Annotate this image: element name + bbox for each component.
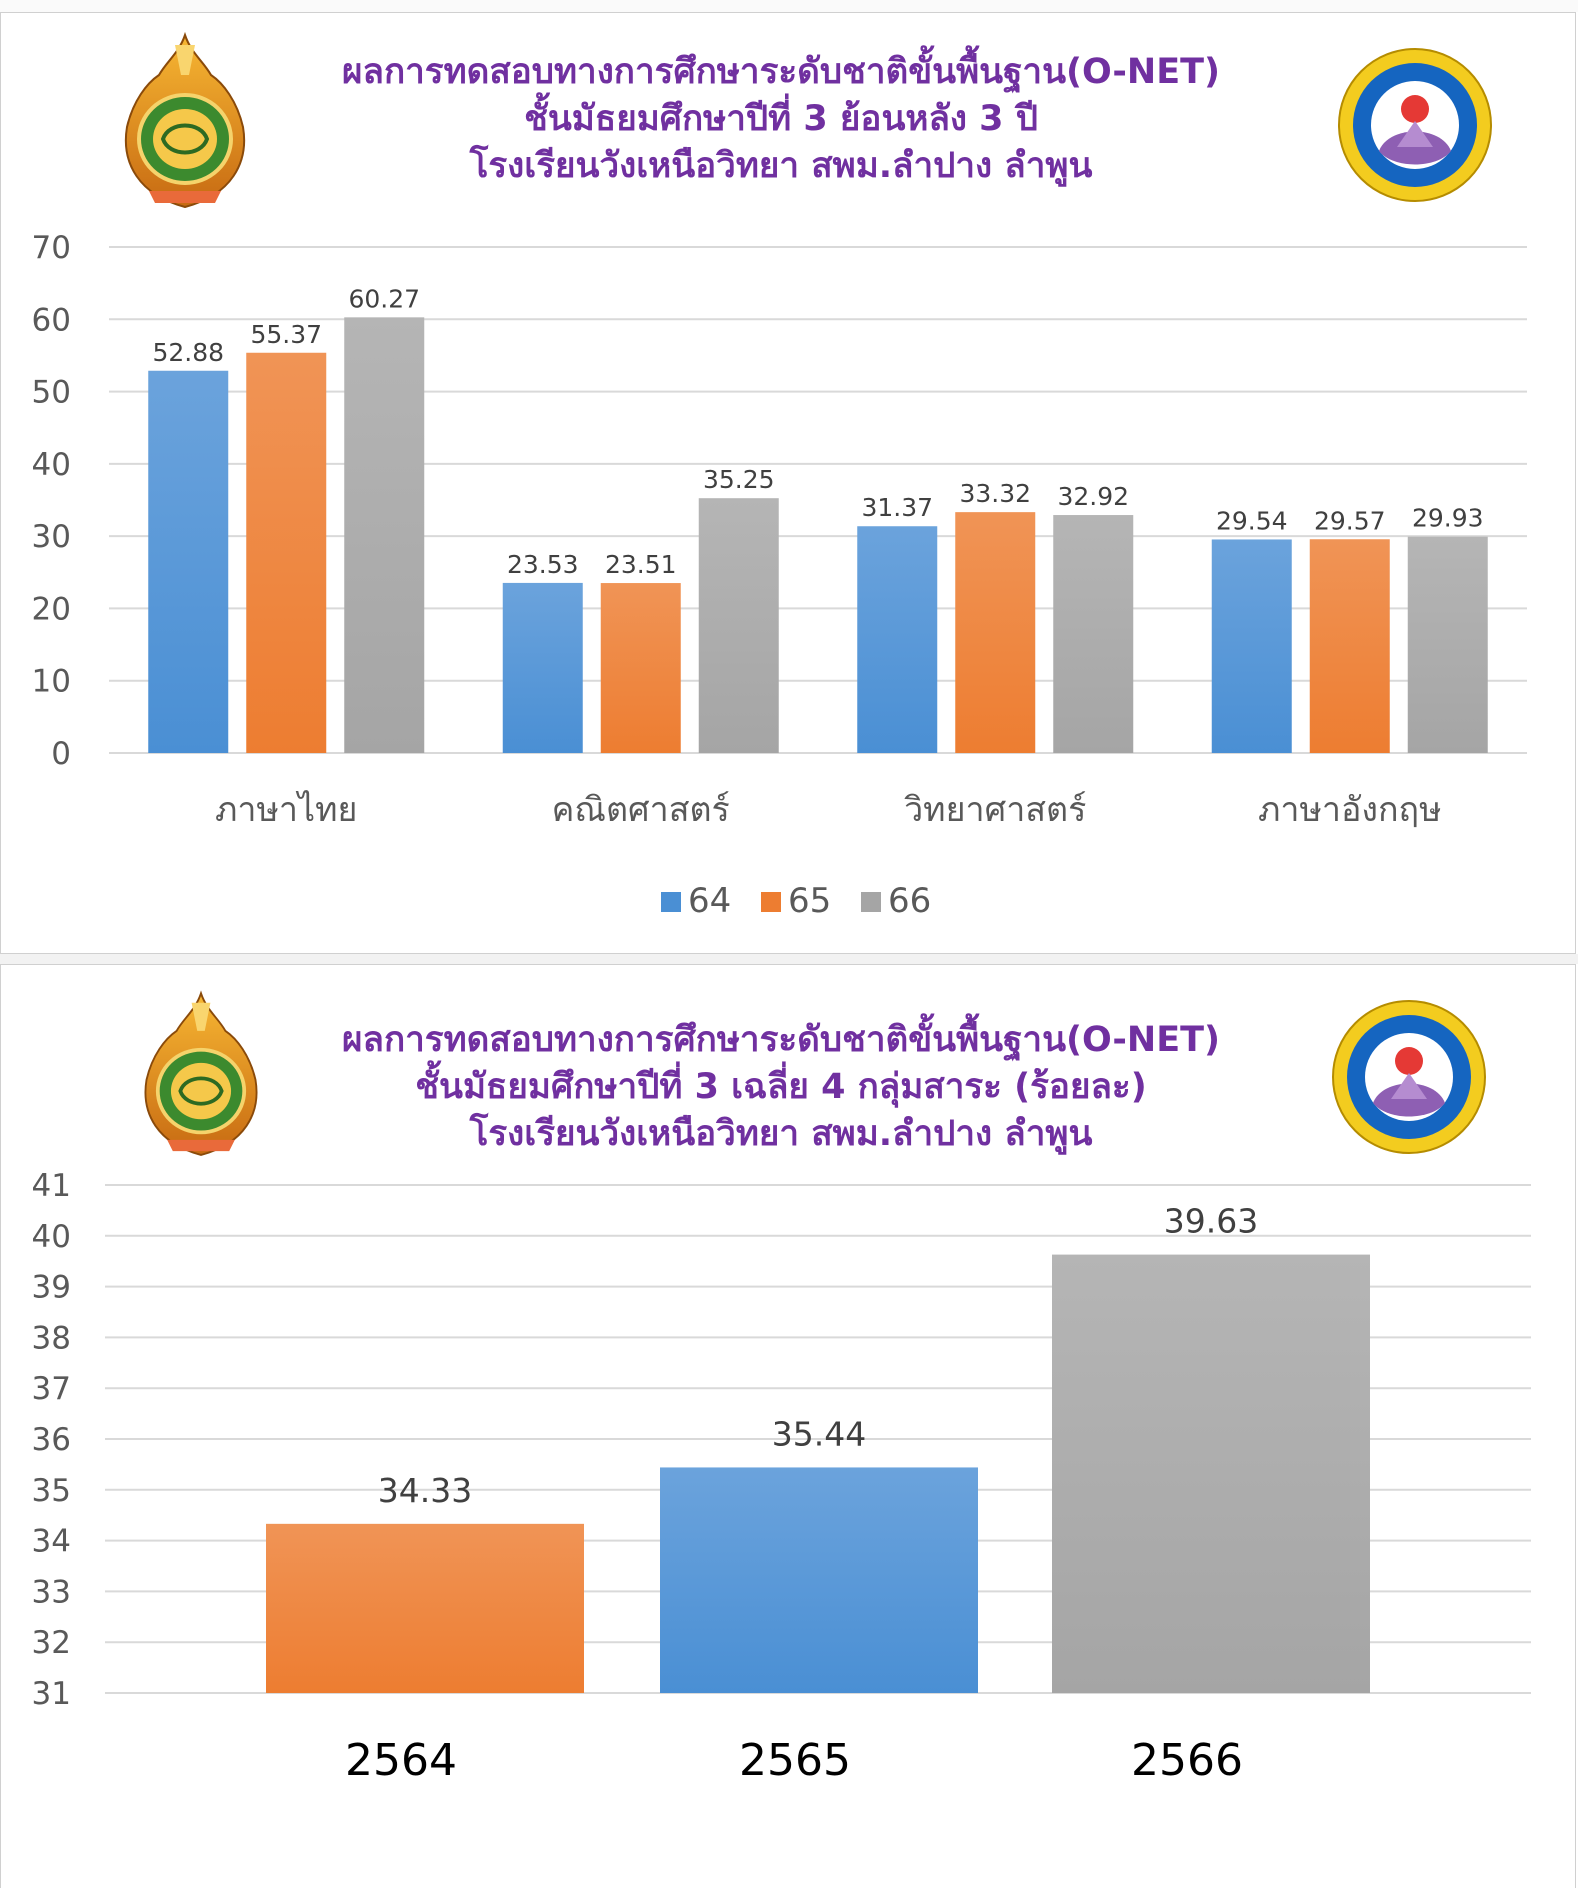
bar — [266, 1523, 584, 1693]
y-tick-label: 31 — [32, 1676, 71, 1712]
bar — [1052, 1254, 1370, 1693]
data-label: 33.32 — [959, 479, 1031, 508]
data-label: 29.54 — [1216, 506, 1288, 535]
ministry-emblem-logo — [119, 31, 251, 211]
legend-label: 66 — [888, 881, 931, 921]
data-label: 29.57 — [1314, 506, 1386, 535]
legend-label: 64 — [688, 881, 731, 921]
data-label: 32.92 — [1057, 482, 1129, 511]
bar — [246, 352, 327, 753]
chart-1-title-line-3: โรงเรียนวังเหนือวิทยา สพม.ลำปาง ลำพูน — [469, 146, 1093, 186]
x-tick-label: 2564 — [345, 1735, 457, 1786]
chart-2-x-axis: 2564 2565 2566 — [345, 1735, 1243, 1786]
data-label: 29.93 — [1412, 504, 1484, 533]
chart-panel-2: ผลการทดสอบทางการศึกษาระดับชาติขั้นพื้นฐา… — [0, 964, 1576, 1888]
x-tick-label: 2565 — [739, 1735, 851, 1786]
bar — [857, 526, 938, 753]
y-tick-label: 33 — [32, 1574, 71, 1610]
bar — [344, 317, 425, 753]
data-label: 23.53 — [507, 550, 579, 579]
chart-1-title-line-2: ชั้นมัธยมศึกษาปีที่ 3 ย้อนหลัง 3 ปี — [524, 99, 1038, 139]
bar — [502, 582, 583, 753]
chart-2-title-line-3: โรงเรียนวังเหนือวิทยา สพม.ลำปาง ลำพูน — [469, 1114, 1093, 1154]
chart-2-y-axis: 31 32 33 34 35 36 37 38 39 40 41 — [32, 1168, 71, 1712]
bar — [955, 512, 1036, 753]
school-seal-logo — [1337, 47, 1493, 203]
legend-label: 65 — [788, 881, 831, 921]
panel-separator — [0, 954, 1578, 964]
chart-1-title: ผลการทดสอบทางการศึกษาระดับชาติขั้นพื้นฐา… — [261, 49, 1301, 190]
bar — [1407, 536, 1488, 753]
bar — [1309, 539, 1390, 753]
x-tick-label: วิทยาศาสตร์ — [904, 790, 1086, 830]
legend-swatch — [761, 892, 781, 912]
data-label: 35.44 — [772, 1414, 866, 1453]
x-tick-label: 2566 — [1131, 1735, 1243, 1786]
data-label: 31.37 — [861, 493, 933, 522]
x-tick-label: คณิตศาสตร์ — [552, 790, 730, 830]
chart-panel-1: ผลการทดสอบทางการศึกษาระดับชาติขั้นพื้นฐา… — [0, 12, 1576, 954]
chart-1: 0 10 20 30 40 50 60 70 52.88 23.53 31.37 29.54 55.3… — [32, 230, 1527, 921]
y-tick-label: 38 — [32, 1320, 71, 1356]
ministry-emblem-logo-2 — [139, 990, 263, 1161]
chart-1-x-axis: ภาษาไทย คณิตศาสตร์ วิทยาศาสตร์ ภาษาอังกฤษ — [215, 790, 1442, 830]
y-tick-label: 40 — [32, 447, 71, 483]
y-tick-label: 35 — [32, 1473, 71, 1509]
chart-1-bars — [148, 317, 1488, 753]
data-label: 52.88 — [152, 338, 224, 367]
chart-2-title: ผลการทดสอบทางการศึกษาระดับชาติขั้นพื้นฐา… — [261, 1017, 1301, 1158]
chart-1-legend: 64 65 66 — [661, 881, 931, 921]
chart-2-title-line-2: ชั้นมัธยมศึกษาปีที่ 3 เฉลี่ย 4 กลุ่มสาระ… — [415, 1067, 1147, 1107]
y-tick-label: 30 — [32, 519, 71, 555]
data-label: 34.33 — [378, 1471, 472, 1510]
y-tick-label: 32 — [32, 1625, 71, 1661]
y-tick-label: 10 — [32, 664, 71, 700]
chart-1-y-axis: 0 10 20 30 40 50 60 70 — [32, 230, 71, 772]
bar — [600, 583, 681, 753]
school-seal-logo-2 — [1331, 999, 1487, 1155]
bar — [1211, 539, 1292, 753]
data-label: 23.51 — [605, 550, 677, 579]
y-tick-label: 40 — [32, 1219, 71, 1255]
chart-2-title-line-1: ผลการทดสอบทางการศึกษาระดับชาติขั้นพื้นฐา… — [341, 1020, 1220, 1060]
bar — [698, 498, 779, 753]
chart-1-title-line-1: ผลการทดสอบทางการศึกษาระดับชาติขั้นพื้นฐา… — [341, 52, 1220, 92]
x-tick-label: ภาษาไทย — [215, 790, 357, 830]
y-tick-label: 39 — [32, 1270, 71, 1306]
data-label: 39.63 — [1164, 1202, 1258, 1241]
chart-1-data-labels: 52.88 23.53 31.37 29.54 55.37 23.51 33.32 29.57… — [152, 284, 1483, 579]
y-tick-label: 0 — [51, 736, 71, 772]
chart-2: 31 32 33 34 35 36 37 38 39 40 41 34.33 35.44 39.63 2… — [32, 1168, 1531, 1786]
chart-2-bars — [266, 1254, 1370, 1693]
data-label: 60.27 — [348, 284, 420, 313]
chart-2-data-labels: 34.33 35.44 39.63 — [378, 1202, 1258, 1510]
y-tick-label: 20 — [32, 591, 71, 627]
y-tick-label: 36 — [32, 1422, 71, 1458]
y-tick-label: 60 — [32, 302, 71, 338]
y-tick-label: 41 — [32, 1168, 71, 1204]
bar — [148, 370, 229, 753]
legend-swatch — [661, 892, 681, 912]
y-tick-label: 70 — [32, 230, 71, 266]
bar — [1053, 515, 1134, 753]
y-tick-label: 37 — [32, 1371, 71, 1407]
legend-swatch — [861, 892, 881, 912]
y-tick-label: 34 — [32, 1524, 71, 1560]
data-label: 55.37 — [250, 320, 322, 349]
data-label: 35.25 — [703, 465, 775, 494]
y-tick-label: 50 — [32, 375, 71, 411]
bar — [660, 1467, 978, 1693]
top-strip — [0, 0, 1578, 12]
x-tick-label: ภาษาอังกฤษ — [1258, 790, 1442, 830]
